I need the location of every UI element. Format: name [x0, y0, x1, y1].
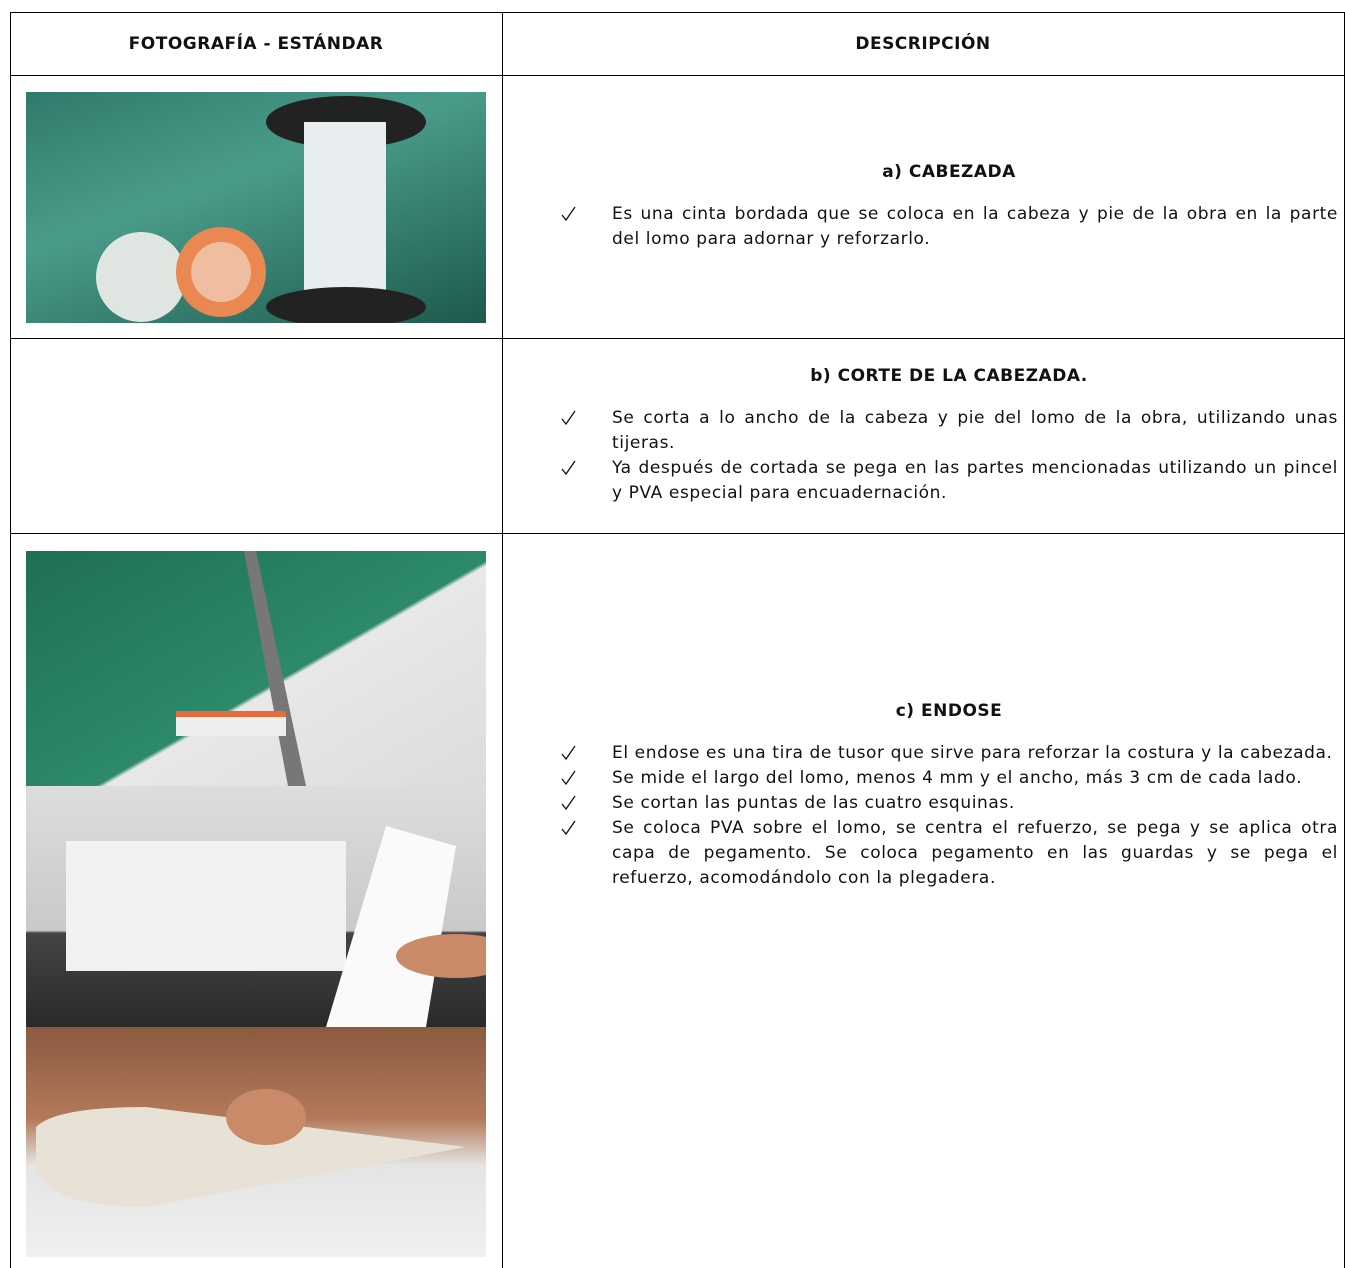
check-icon	[561, 410, 576, 425]
photo	[26, 551, 486, 786]
item-text: Es una cinta bordada que se coloca en la…	[612, 203, 1338, 249]
item-text: Se coloca PVA sobre el lomo, se centra e…	[612, 817, 1338, 888]
check-icon	[561, 745, 576, 760]
photo-art	[176, 551, 306, 786]
row-title: a) CABEZADA	[882, 161, 1016, 182]
bullet-item: Se corta a lo ancho de la cabeza y pie d…	[560, 406, 1338, 456]
border	[502, 12, 503, 1268]
photo	[26, 786, 486, 1027]
border	[10, 338, 1345, 339]
border	[10, 75, 1345, 76]
photo-art	[66, 826, 486, 1027]
border	[10, 12, 1345, 13]
photo-art	[96, 96, 426, 323]
item-text: Se cortan las puntas de las cuatro esqui…	[612, 792, 1015, 813]
photo	[26, 1027, 486, 1257]
border	[10, 533, 1345, 534]
photo	[26, 92, 486, 323]
check-icon	[561, 206, 576, 221]
check-icon	[561, 795, 576, 810]
header-cell: FOTOGRAFÍA - ESTÁNDAR	[128, 33, 384, 54]
photo-art	[36, 1089, 466, 1207]
check-icon	[561, 820, 576, 835]
header-cell: DESCRIPCIÓN	[855, 33, 991, 54]
description: a) CABEZADA Es una cinta bordada que se c…	[560, 75, 1338, 338]
item-text: Ya después de cortada se pega en las par…	[612, 457, 1338, 503]
bullet-item: El endose es una tira de tusor que sirve…	[560, 741, 1338, 766]
check-icon	[561, 770, 576, 785]
bullet-item: Se cortan las puntas de las cuatro esqui…	[560, 791, 1338, 816]
item-text: Se corta a lo ancho de la cabeza y pie d…	[612, 407, 1338, 453]
item-text: Se mide el largo del lomo, menos 4 mm y …	[612, 767, 1303, 788]
row-title: c) ENDOSE	[895, 700, 1003, 721]
bullet-item: Se mide el largo del lomo, menos 4 mm y …	[560, 766, 1338, 791]
description: c) ENDOSE El endose es una tira de tusor …	[560, 533, 1338, 1058]
check-icon	[561, 460, 576, 475]
bullet-item: Se coloca PVA sobre el lomo, se centra e…	[560, 816, 1338, 891]
bullet-item: Es una cinta bordada que se coloca en la…	[560, 202, 1338, 252]
description: b) CORTE DE LA CABEZADA. Se corta a lo an…	[560, 338, 1338, 533]
item-text: El endose es una tira de tusor que sirve…	[612, 742, 1333, 763]
bullet-item: Ya después de cortada se pega en las par…	[560, 456, 1338, 506]
border	[10, 12, 11, 1268]
row-title: b) CORTE DE LA CABEZADA.	[810, 365, 1088, 386]
